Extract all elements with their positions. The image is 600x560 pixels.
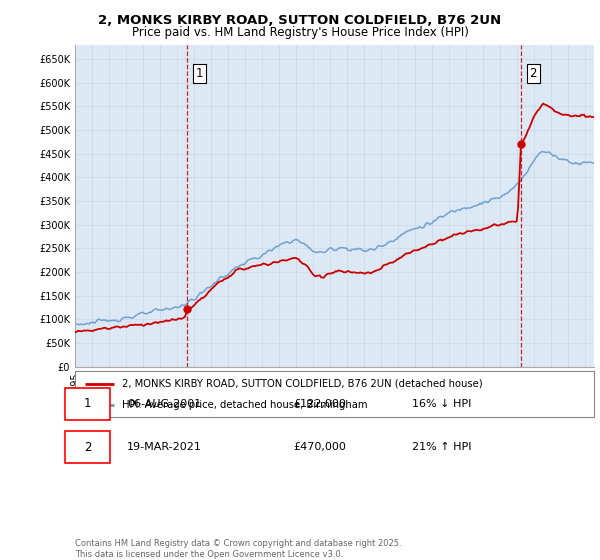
Text: 16% ↓ HPI: 16% ↓ HPI <box>412 399 472 409</box>
Text: £122,000: £122,000 <box>293 399 346 409</box>
FancyBboxPatch shape <box>65 388 110 420</box>
FancyBboxPatch shape <box>65 431 110 464</box>
Text: 06-AUG-2001: 06-AUG-2001 <box>127 399 201 409</box>
Text: £470,000: £470,000 <box>293 442 346 452</box>
Text: HPI: Average price, detached house, Birmingham: HPI: Average price, detached house, Birm… <box>122 400 367 410</box>
Text: Price paid vs. HM Land Registry's House Price Index (HPI): Price paid vs. HM Land Registry's House … <box>131 26 469 39</box>
Text: Contains HM Land Registry data © Crown copyright and database right 2025.
This d: Contains HM Land Registry data © Crown c… <box>75 539 401 559</box>
Text: 2, MONKS KIRBY ROAD, SUTTON COLDFIELD, B76 2UN: 2, MONKS KIRBY ROAD, SUTTON COLDFIELD, B… <box>98 14 502 27</box>
Text: 2: 2 <box>84 441 91 454</box>
Text: 21% ↑ HPI: 21% ↑ HPI <box>412 442 472 452</box>
Text: 2: 2 <box>530 67 537 80</box>
Text: 2, MONKS KIRBY ROAD, SUTTON COLDFIELD, B76 2UN (detached house): 2, MONKS KIRBY ROAD, SUTTON COLDFIELD, B… <box>122 379 482 389</box>
Text: 1: 1 <box>84 397 91 410</box>
Text: 1: 1 <box>196 67 203 80</box>
Text: 19-MAR-2021: 19-MAR-2021 <box>127 442 202 452</box>
